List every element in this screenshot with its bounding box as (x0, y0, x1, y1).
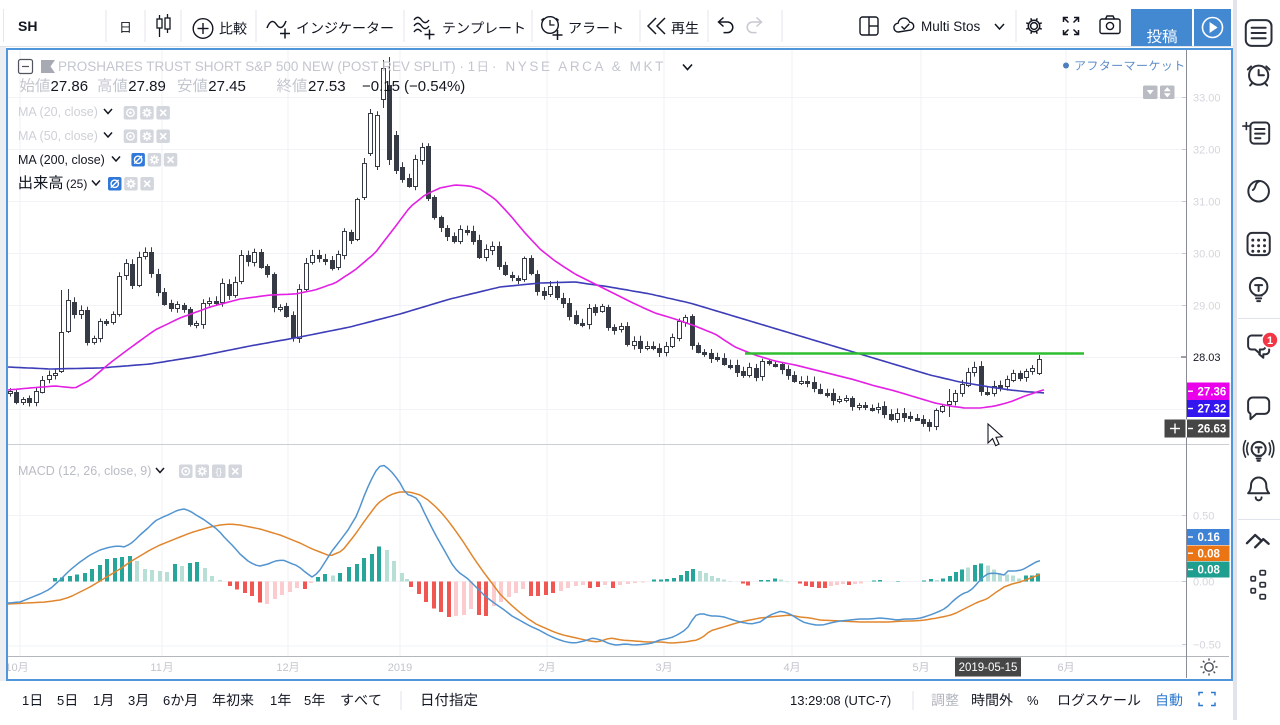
svg-text:−0.50: −0.50 (1193, 640, 1221, 652)
svg-text:3: 3 (655, 662, 661, 674)
svg-text:27.89: 27.89 (128, 78, 166, 95)
svg-text:Multi Stos: Multi Stos (921, 19, 981, 34)
svg-text:0.08: 0.08 (1198, 565, 1221, 577)
svg-text:· NYSE ARCA & MKT: · NYSE ARCA & MKT (492, 59, 666, 74)
svg-text:27.36: 27.36 (1198, 386, 1227, 398)
svg-text:27.53: 27.53 (308, 78, 346, 95)
svg-text:MA (200, close): MA (200, close) (18, 153, 105, 167)
svg-text:10: 10 (8, 662, 18, 674)
svg-text:(−0.54%): (−0.54%) (404, 78, 465, 95)
svg-text:−0.15: −0.15 (362, 78, 400, 95)
svg-text:0.00: 0.00 (1193, 577, 1214, 589)
svg-text:5: 5 (912, 662, 918, 674)
svg-text:27.86: 27.86 (51, 78, 89, 95)
svg-text:PROSHARES TRUST SHORT S&P 500: PROSHARES TRUST SHORT S&P 500 NEW (POST … (58, 59, 475, 74)
svg-text:0.16: 0.16 (1198, 532, 1220, 544)
svg-text:26.63: 26.63 (1198, 424, 1227, 436)
svg-text:27.45: 27.45 (208, 78, 246, 95)
svg-text:1: 1 (22, 693, 29, 708)
svg-text:31.00: 31.00 (1193, 197, 1221, 209)
svg-text:11: 11 (150, 662, 161, 674)
svg-text:5: 5 (57, 693, 64, 708)
svg-text:2: 2 (538, 662, 544, 674)
svg-text:2019: 2019 (388, 662, 412, 674)
svg-text:13:29:08 (UTC-7): 13:29:08 (UTC-7) (790, 693, 891, 708)
svg-text:32.00: 32.00 (1193, 145, 1221, 157)
svg-text:4: 4 (783, 662, 789, 674)
svg-text:6: 6 (1057, 662, 1063, 674)
svg-text:1: 1 (1267, 335, 1273, 347)
svg-text:1: 1 (270, 693, 277, 708)
svg-text:2019-05-15: 2019-05-15 (959, 662, 1018, 674)
svg-text:{}: {} (216, 467, 222, 478)
svg-text:%: % (1027, 693, 1039, 708)
svg-text:27.32: 27.32 (1198, 404, 1227, 416)
svg-text:0.50: 0.50 (1193, 511, 1214, 523)
svg-text:5: 5 (304, 693, 311, 708)
svg-text:MA (50, close): MA (50, close) (18, 129, 98, 143)
svg-text:33.00: 33.00 (1193, 93, 1221, 105)
svg-text:(25): (25) (66, 177, 87, 191)
svg-text:12: 12 (276, 662, 288, 674)
svg-text:29.00: 29.00 (1193, 301, 1221, 313)
svg-text:SH: SH (18, 18, 37, 34)
svg-text:28.03: 28.03 (1193, 352, 1221, 364)
svg-text:6: 6 (163, 693, 170, 708)
svg-text:3: 3 (128, 693, 135, 708)
svg-text:MACD (12, 26, close, 9): MACD (12, 26, close, 9) (18, 464, 151, 478)
svg-text:1: 1 (93, 693, 100, 708)
svg-text:30.00: 30.00 (1193, 249, 1221, 261)
svg-text:MA (20, close): MA (20, close) (18, 105, 98, 119)
svg-text:0.08: 0.08 (1198, 548, 1221, 560)
